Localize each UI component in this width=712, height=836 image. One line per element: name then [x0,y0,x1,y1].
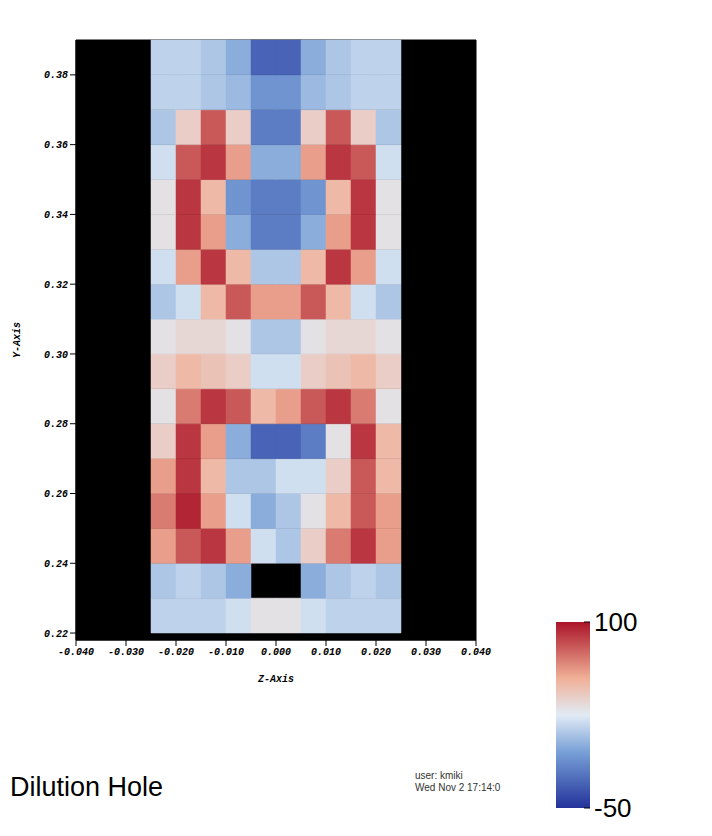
svg-text:100: 100 [594,607,637,637]
svg-text:0.040: 0.040 [461,647,491,658]
svg-text:0.000: 0.000 [261,647,291,658]
svg-text:-0.040: -0.040 [58,647,94,658]
svg-text:0.30: 0.30 [44,350,68,361]
svg-text:0.36: 0.36 [44,140,68,151]
svg-text:-50: -50 [594,793,632,823]
svg-text:0.010: 0.010 [311,647,341,658]
svg-text:0.22: 0.22 [44,629,68,640]
svg-text:Y-Axis: Y-Axis [12,322,23,358]
svg-text:-0.020: -0.020 [158,647,194,658]
svg-text:0.34: 0.34 [44,210,68,221]
html-text:Dilution Hole: Dilution Hole [10,772,164,802]
svg-text:0.020: 0.020 [361,647,391,658]
html-text:user: kmiki: user: kmiki [415,770,463,781]
svg-text:0.26: 0.26 [44,489,68,500]
svg-text:0.32: 0.32 [44,280,68,291]
svg-text:-0.010: -0.010 [208,647,244,658]
svg-text:0.38: 0.38 [44,70,68,81]
svg-text:-0.030: -0.030 [108,647,144,658]
svg-text:0.030: 0.030 [411,647,441,658]
svg-text:0.24: 0.24 [44,559,68,570]
svg-text:Z-Axis: Z-Axis [257,674,294,685]
svg-text:0.28: 0.28 [44,419,68,430]
html-text:Wed Nov 2 17:14:0: Wed Nov 2 17:14:0 [415,782,501,793]
